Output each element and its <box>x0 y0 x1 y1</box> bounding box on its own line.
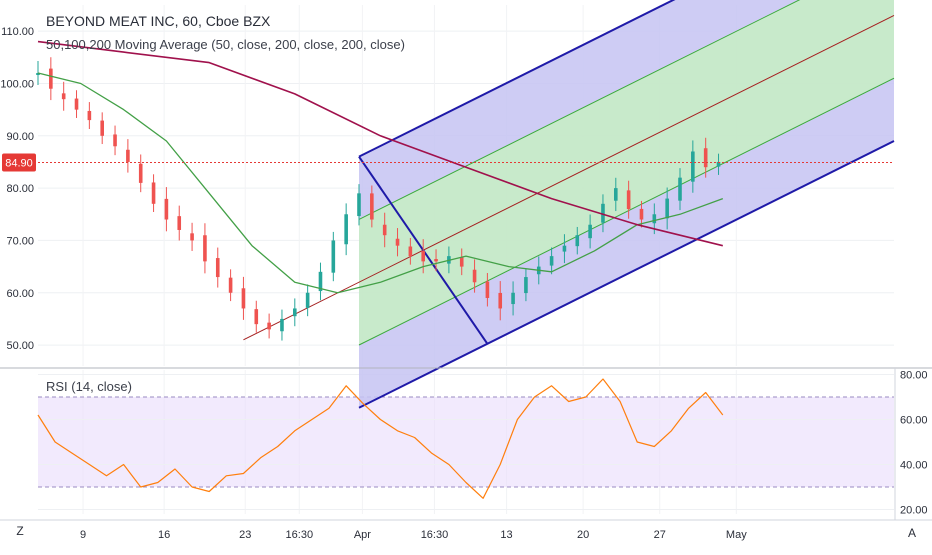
rsi-y-tick-label: 20.00 <box>900 505 928 517</box>
y-tick-label: 50.00 <box>6 340 34 352</box>
x-tick-label: 16 <box>158 529 170 541</box>
candle-body <box>305 292 310 308</box>
candle-body <box>421 251 425 262</box>
pitchfork <box>243 0 895 409</box>
x-tick-label: 13 <box>500 529 512 541</box>
candle-body <box>588 224 592 239</box>
candle-body <box>49 68 53 89</box>
candle-body <box>267 322 271 330</box>
candle-body <box>344 214 348 245</box>
x-tick-label: May <box>726 529 747 541</box>
last-price-label: 84.90 <box>5 157 33 169</box>
candle-body <box>113 134 117 147</box>
candle-body <box>626 190 631 210</box>
candle-body <box>614 188 618 201</box>
candle-body <box>74 98 79 110</box>
candle-body <box>61 93 66 100</box>
candle-body <box>280 318 284 332</box>
rsi-band <box>38 397 894 487</box>
candle-body <box>382 224 387 236</box>
candle-body <box>87 110 92 121</box>
candle-body <box>524 277 528 294</box>
candle-body <box>357 193 361 217</box>
ma-fast-line <box>37 72 724 294</box>
candle-body <box>241 288 246 309</box>
candle-body <box>562 245 567 252</box>
rsi-grid <box>38 370 894 514</box>
rsi-y-tick-label: 80.00 <box>900 370 928 382</box>
candles <box>36 57 721 341</box>
candle-body <box>601 203 605 223</box>
candle-body <box>370 193 374 220</box>
candle-body <box>434 259 438 262</box>
candle-body <box>177 216 182 230</box>
rsi-y-tick-label: 60.00 <box>900 415 928 427</box>
candle-body <box>228 277 233 293</box>
candle-body <box>190 233 194 241</box>
pitchfork-median <box>243 15 895 341</box>
y-tick-label: 70.00 <box>6 235 34 247</box>
candle-body <box>100 120 104 136</box>
moving-averages <box>37 40 724 294</box>
candle-body <box>126 149 130 162</box>
candle-body <box>575 235 580 247</box>
chart-title: BEYOND MEAT INC, 60, Cboe BZX <box>46 13 271 29</box>
y-tick-label: 110.00 <box>1 26 34 38</box>
x-tick-label: 20 <box>577 529 589 541</box>
pitchfork-line <box>358 0 801 220</box>
candle-body <box>549 256 554 266</box>
candle-body <box>472 269 477 283</box>
candle-body <box>511 292 515 305</box>
rsi-plot <box>37 378 724 499</box>
candle-body <box>665 198 669 219</box>
candle-body <box>652 214 657 224</box>
candle-body <box>678 177 682 201</box>
x-tick-label: 16:30 <box>421 529 449 541</box>
candle-body <box>164 198 169 220</box>
rsi-line <box>37 378 724 499</box>
candle-body <box>703 148 708 168</box>
candle-body <box>408 246 413 257</box>
candle-body <box>639 208 644 220</box>
candle-body <box>293 308 297 317</box>
candle-body <box>395 238 400 246</box>
candle-body <box>36 73 40 76</box>
candle-body <box>716 161 721 167</box>
x-tick-label: 23 <box>239 529 251 541</box>
candle-body <box>485 281 490 298</box>
candle-body <box>691 151 695 182</box>
y-tick-label: 80.00 <box>6 183 34 195</box>
a-button-label[interactable]: A <box>908 526 916 540</box>
y-tick-label: 60.00 <box>6 288 34 300</box>
rsi-legend: RSI (14, close) <box>46 379 132 394</box>
y-tick-label: 90.00 <box>6 131 34 143</box>
candle-body <box>318 271 323 292</box>
candle-body <box>331 240 336 273</box>
x-tick-label: 27 <box>654 529 666 541</box>
candle-body <box>459 256 464 267</box>
candle-body <box>254 309 259 325</box>
z-button-label[interactable]: Z <box>16 524 23 538</box>
candle-body <box>203 235 207 262</box>
candle-body <box>151 182 156 204</box>
rsi-y-tick-label: 40.00 <box>900 460 928 472</box>
last-price-badge <box>2 153 36 172</box>
pitchfork-line <box>358 77 895 346</box>
x-tick-label: Apr <box>354 529 371 541</box>
ma-legend: 50,100,200 Moving Average (50, close, 20… <box>46 37 405 52</box>
axes: 110.00 100.00 90.00 80.00 70.00 60.00 50.00 9 16… <box>0 26 932 541</box>
ma-slow-line <box>37 40 723 247</box>
candle-body <box>138 163 143 183</box>
pitchfork-inner-fill <box>359 0 894 346</box>
candle-body <box>498 292 503 309</box>
pitchfork-line <box>358 140 895 409</box>
pitchfork-line <box>358 0 676 158</box>
candle-body <box>215 258 220 278</box>
x-tick-label: 9 <box>80 529 86 541</box>
x-tick-label: 16:30 <box>286 529 314 541</box>
y-tick-label: 100.00 <box>0 78 34 90</box>
